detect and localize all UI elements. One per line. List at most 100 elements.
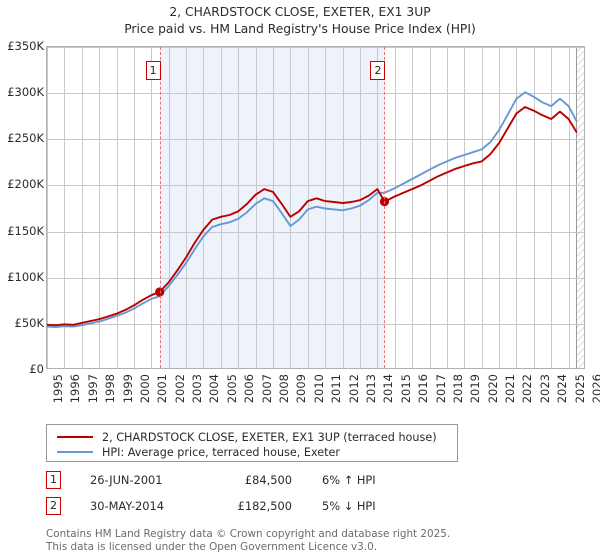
x-axis-tick-label: 2008	[277, 374, 292, 404]
x-axis-tick-label: 2013	[363, 374, 378, 404]
x-axis-tick-label: 2025	[572, 374, 587, 404]
transaction-index-badge: 1	[46, 471, 61, 489]
legend-label-hpi: HPI: Average price, terraced house, Exet…	[102, 445, 341, 459]
y-axis-tick-label: £250K	[7, 131, 44, 146]
gridline-horizontal	[47, 324, 584, 325]
y-axis-tick-label: £100K	[7, 269, 44, 284]
transaction-date: 30-MAY-2014	[90, 499, 165, 513]
x-axis-tick-label: 2012	[346, 374, 361, 404]
gridline-vertical	[516, 47, 517, 368]
x-axis-tick-label: 2011	[329, 374, 344, 404]
footer-attribution: Contains HM Land Registry data © Crown c…	[46, 528, 586, 553]
gridline-vertical	[412, 47, 413, 368]
gridline-vertical	[430, 47, 431, 368]
x-axis-tick-label: 2009	[294, 374, 309, 404]
gridline-vertical	[290, 47, 291, 368]
x-axis-tick-label: 2017	[433, 374, 448, 404]
y-axis-tick-label: £0	[29, 362, 44, 376]
gridline-vertical	[482, 47, 483, 368]
gridline-vertical	[47, 47, 48, 368]
x-axis-tick-label: 1995	[51, 374, 65, 404]
x-axis-tick-label: 2004	[207, 374, 222, 404]
x-axis-tick-label: 2020	[485, 374, 500, 404]
legend-swatch-price-paid	[57, 436, 93, 438]
transaction-hpi-delta: 5% ↓ HPI	[322, 499, 376, 513]
y-axis-tick-label: £300K	[7, 85, 44, 100]
gridline-horizontal	[47, 278, 584, 279]
x-axis-tick-label: 1999	[120, 374, 135, 404]
event-marker-badge[interactable]: 2	[370, 61, 386, 80]
x-axis: 1995 1996 1997 1998 1999 2000 2001 2002 2003 2004…	[0, 374, 600, 418]
gridline-vertical	[203, 47, 204, 368]
table-row[interactable]: 2 30-MAY-2014 £182,500 5% ↓ HPI	[46, 496, 466, 522]
event-marker-badge[interactable]: 1	[145, 61, 161, 80]
transaction-hpi-delta: 6% ↑ HPI	[322, 473, 376, 487]
x-axis-tick-label: 1997	[85, 374, 100, 404]
gridline-horizontal	[47, 232, 584, 233]
series-line	[47, 106, 578, 327]
gridline-horizontal	[47, 139, 584, 140]
x-axis-tick-label: 2018	[450, 374, 465, 404]
x-axis-tick-label: 2014	[381, 374, 396, 404]
gridline-vertical	[221, 47, 222, 368]
x-axis-tick-label: 2002	[172, 374, 187, 404]
gridline-vertical	[308, 47, 309, 368]
gridline-vertical	[64, 47, 65, 368]
x-axis-tick-label: 2016	[416, 374, 431, 404]
gridline-vertical	[569, 47, 570, 368]
x-axis-tick-label: 1996	[68, 374, 83, 404]
gridline-vertical	[499, 47, 500, 368]
x-axis-tick-label: 2007	[259, 374, 274, 404]
gridline-vertical	[82, 47, 83, 368]
legend-label-price-paid: 2, CHARDSTOCK CLOSE, EXETER, EX1 3UP (te…	[102, 430, 437, 444]
gridline-vertical	[343, 47, 344, 368]
legend-item-hpi[interactable]: HPI: Average price, terraced house, Exet…	[53, 445, 457, 459]
gridline-horizontal	[47, 47, 584, 48]
transaction-list: 1 26-JUN-2001 £84,500 6% ↑ HPI 2 30-MAY-…	[46, 470, 466, 522]
y-axis-tick-label: £200K	[7, 177, 44, 192]
gridline-vertical	[464, 47, 465, 368]
y-axis-tick-label: £50K	[14, 315, 45, 330]
gridline-vertical	[377, 47, 378, 368]
x-axis-tick-label: 2003	[190, 374, 205, 404]
x-axis-tick-label: 2024	[555, 374, 570, 404]
gridline-vertical	[117, 47, 118, 368]
legend-swatch-hpi	[57, 451, 93, 453]
series-layer	[47, 91, 578, 329]
gridline-vertical	[395, 47, 396, 368]
gridline-vertical	[273, 47, 274, 368]
title-line-2: Price paid vs. HM Land Registry's House …	[124, 22, 476, 36]
gridline-vertical	[186, 47, 187, 368]
gridline-vertical	[447, 47, 448, 368]
incomplete-data-band	[576, 47, 584, 368]
gridline-vertical	[238, 47, 239, 368]
gridline-vertical	[99, 47, 100, 368]
gridline-vertical	[325, 47, 326, 368]
x-axis-tick-label: 2005	[224, 374, 239, 404]
gridline-vertical	[256, 47, 257, 368]
ownership-period-band	[159, 47, 385, 368]
gridline-horizontal	[47, 185, 584, 186]
gridline-vertical	[534, 47, 535, 368]
gridline-vertical	[360, 47, 361, 368]
series-line	[47, 91, 578, 329]
footer-line-1: Contains HM Land Registry data © Crown c…	[46, 528, 451, 540]
gridline-vertical	[134, 47, 135, 368]
y-axis-tick-label: £150K	[7, 223, 44, 238]
x-axis-tick-label: 2023	[537, 374, 552, 404]
x-axis-tick-label: 2026	[590, 374, 600, 404]
x-axis-tick-label: 2019	[468, 374, 483, 404]
transaction-price: £84,500	[244, 473, 292, 487]
chart-legend: 2, CHARDSTOCK CLOSE, EXETER, EX1 3UP (te…	[46, 424, 458, 462]
table-row[interactable]: 1 26-JUN-2001 £84,500 6% ↑ HPI	[46, 470, 466, 496]
x-axis-tick-label: 2015	[398, 374, 413, 404]
event-marker-line	[159, 47, 161, 368]
x-axis-tick-label: 2022	[520, 374, 535, 404]
x-axis-tick-label: 1998	[103, 374, 118, 404]
gridline-vertical	[169, 47, 170, 368]
event-marker-line	[384, 47, 386, 368]
transaction-price: £182,500	[237, 499, 292, 513]
legend-item-price-paid[interactable]: 2, CHARDSTOCK CLOSE, EXETER, EX1 3UP (te…	[53, 430, 457, 444]
gridline-vertical	[551, 47, 552, 368]
